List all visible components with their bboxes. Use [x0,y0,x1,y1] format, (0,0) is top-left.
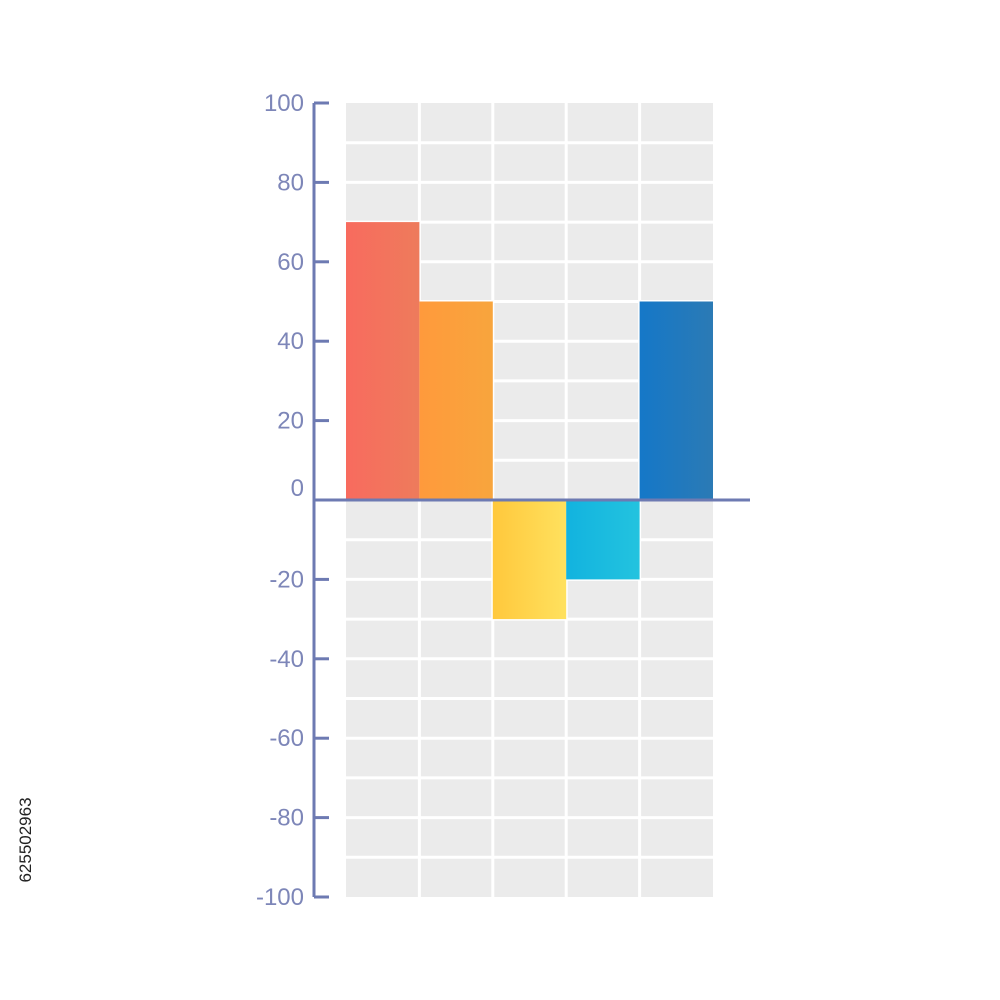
bars [346,222,713,620]
y-tick-label: 20 [277,408,304,435]
bar-3 [492,500,567,620]
stock-id-text: 625502963 [16,797,35,883]
bar-2 [419,301,493,500]
bar-1 [346,222,420,500]
y-axis-ticks: 100 80 60 40 20 0 -20 -40 -60 -80 -100 [256,90,329,911]
y-tick-label: 80 [277,169,304,196]
stock-id-watermark: 625502963 [6,760,46,920]
y-tick-label: -80 [269,805,304,832]
y-tick-label: -100 [256,884,304,911]
bar-4 [566,500,640,580]
y-tick-label: 40 [277,328,304,355]
y-tick-label: 60 [277,249,304,276]
y-tick-label: 100 [264,90,304,117]
y-tick-label: -60 [269,725,304,752]
y-tick-label: -40 [269,646,304,673]
y-tick-label: -20 [269,566,304,593]
y-tick-label: 0 [291,475,304,502]
bar-5 [639,301,713,500]
